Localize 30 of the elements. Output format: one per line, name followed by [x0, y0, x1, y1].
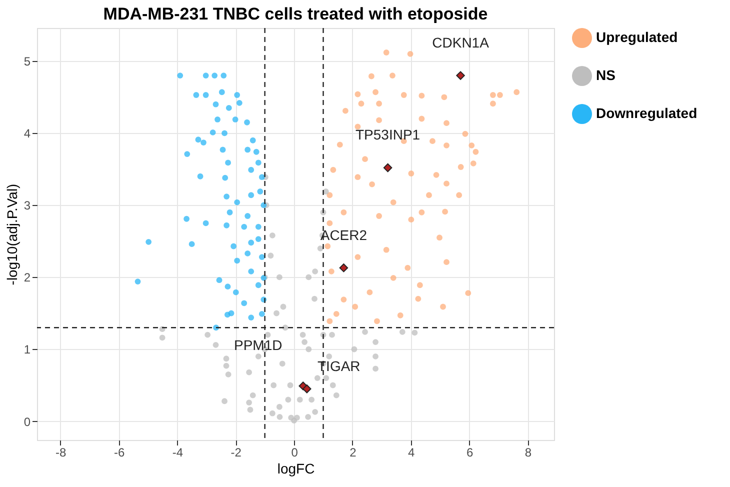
x-tick-label: 0 [291, 446, 298, 460]
point [383, 163, 392, 172]
y-axis-title: -log10(adj.P.Val) [4, 184, 20, 286]
point [339, 263, 348, 272]
x-tick-label: 8 [524, 446, 532, 460]
y-tick-label: 4 [24, 126, 31, 141]
x-tick-label: 6 [466, 446, 474, 460]
x-tick-label: 2 [350, 446, 357, 460]
y-tick-label: 1 [24, 342, 31, 357]
legend-label: Upregulated [596, 29, 678, 45]
chart-title: MDA-MB-231 TNBC cells treated with etoposide [103, 4, 488, 24]
annotation: PPM1D [234, 336, 282, 353]
annotation: TIGAR [318, 358, 360, 374]
annotation: CDKN1A [432, 34, 490, 51]
y-tick-label: 0 [24, 414, 31, 429]
x-tick-label: -4 [172, 446, 184, 460]
y-tick-label: 2 [24, 270, 31, 285]
point [456, 71, 465, 80]
x-tick-label: -2 [230, 446, 242, 460]
x-tick-label: -6 [114, 446, 125, 460]
legend-label: NS [596, 67, 616, 83]
y-tick-label: 3 [24, 198, 31, 213]
point [302, 384, 312, 394]
annotation: ACER2 [320, 226, 368, 243]
y-tick-label: 5 [24, 54, 31, 69]
x-tick-label: -8 [56, 446, 67, 460]
legend-label: Downregulated [596, 105, 698, 121]
annotation: TP53INP1 [356, 126, 420, 143]
x-axis-title: logFC [277, 460, 315, 476]
x-tick-label: 4 [408, 446, 416, 460]
